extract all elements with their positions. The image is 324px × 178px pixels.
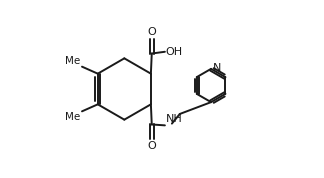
Text: N: N bbox=[213, 63, 222, 73]
Text: Me: Me bbox=[65, 112, 81, 122]
Text: O: O bbox=[147, 142, 156, 151]
Text: Me: Me bbox=[65, 56, 81, 66]
Text: NH: NH bbox=[166, 114, 182, 124]
Text: O: O bbox=[147, 27, 156, 36]
Text: OH: OH bbox=[166, 47, 183, 57]
